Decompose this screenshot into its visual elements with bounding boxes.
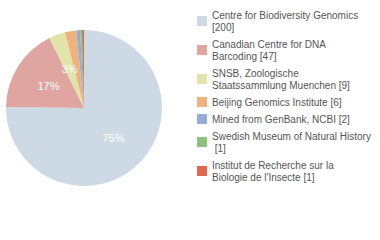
svg-text:SNSB, Zoologische: SNSB, Zoologische (212, 68, 302, 79)
svg-text:17%: 17% (37, 80, 59, 92)
svg-text:Beijing Genomics Institute [6]: Beijing Genomics Institute [6] (212, 97, 342, 108)
svg-text:Staatssammlung Muenchen [9]: Staatssammlung Muenchen [9] (212, 80, 350, 91)
svg-text:Canadian Centre for DNA: Canadian Centre for DNA (212, 39, 328, 50)
svg-text:Barcoding [47]: Barcoding [47] (212, 51, 277, 62)
svg-text:Institut de Recherche sur la: Institut de Recherche sur la (212, 160, 337, 171)
svg-text:Centre for Biodiversity Genomi: Centre for Biodiversity Genomics (212, 10, 361, 21)
svg-text:[1]: [1] (212, 143, 226, 154)
svg-text:Mined from GenBank, NCBI [2]: Mined from GenBank, NCBI [2] (212, 114, 350, 125)
svg-text:75%: 75% (102, 132, 124, 144)
svg-text:3%: 3% (62, 63, 78, 75)
svg-text:Biologie de l'Insecte [1]: Biologie de l'Insecte [1] (212, 172, 315, 183)
svg-text:Swedish Museum of Natural Hist: Swedish Museum of Natural History (212, 131, 371, 142)
svg-text:[200]: [200] (212, 22, 234, 33)
